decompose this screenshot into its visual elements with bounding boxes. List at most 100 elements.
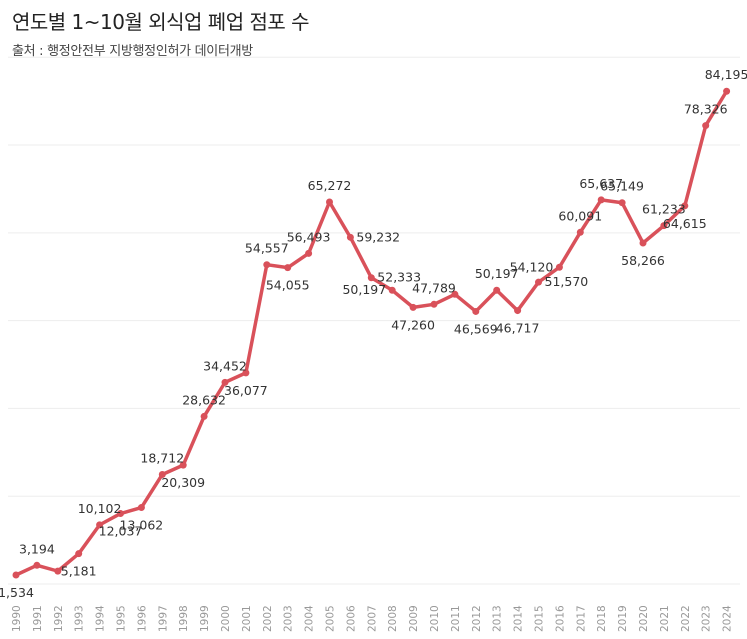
data-label: 1,534 — [0, 585, 34, 600]
x-tick-label: 1996 — [136, 605, 148, 632]
points-group — [12, 87, 731, 579]
data-point — [618, 199, 626, 207]
x-tick-label: 2012 — [471, 605, 483, 632]
data-point — [535, 278, 542, 286]
data-point — [681, 202, 689, 210]
data-label: 65,637 — [579, 176, 623, 191]
x-tick-label: 2005 — [325, 605, 337, 632]
data-point — [137, 504, 145, 512]
chart-title: 연도별 1~10월 외식업 폐업 점포 수 — [12, 10, 310, 34]
data-label: 54,055 — [266, 278, 310, 293]
data-point — [200, 412, 208, 420]
data-label: 84,195 — [705, 67, 747, 82]
data-label: 56,493 — [287, 229, 331, 244]
x-tick-label: 2003 — [283, 605, 295, 632]
data-label: 36,077 — [224, 383, 268, 398]
data-label: 12,037 — [99, 524, 143, 539]
data-label: 18,712 — [140, 450, 184, 465]
data-label: 50,197 — [475, 266, 519, 281]
x-tick-label: 2001 — [241, 605, 253, 632]
x-tick-label: 2011 — [450, 605, 462, 632]
data-label: 52,333 — [377, 270, 421, 285]
x-tick-label: 2017 — [575, 605, 587, 632]
data-point — [326, 198, 333, 206]
ticks-group: 1990 1991 1992 1993 1994 1995 1996 1997 1998 1999… — [11, 605, 734, 632]
x-tick-label: 2022 — [680, 605, 692, 632]
x-tick-label: 2021 — [659, 605, 671, 632]
data-label: 61,233 — [642, 202, 686, 217]
x-tick-label: 1991 — [32, 605, 44, 632]
data-label: 51,570 — [545, 274, 589, 289]
data-point — [96, 521, 104, 529]
data-label: 5,181 — [61, 564, 97, 579]
data-point — [367, 274, 375, 282]
data-label: 34,452 — [203, 358, 247, 373]
x-tick-label: 1990 — [11, 605, 23, 632]
x-tick-label: 2024 — [722, 605, 734, 632]
data-label: 28,632 — [182, 392, 226, 407]
data-point — [702, 122, 710, 130]
data-label: 10,102 — [78, 501, 122, 516]
data-point — [75, 550, 83, 558]
data-point — [723, 87, 731, 95]
x-tick-label: 2020 — [638, 605, 650, 632]
data-label: 54,120 — [510, 259, 554, 274]
data-point — [430, 300, 438, 308]
x-tick-label: 2016 — [554, 605, 566, 632]
data-label: 64,615 — [663, 216, 707, 231]
x-tick-label: 2009 — [408, 605, 420, 632]
data-label: 3,194 — [19, 541, 55, 556]
x-tick-label: 2010 — [429, 605, 441, 632]
x-tick-label: 2019 — [617, 605, 629, 632]
data-point — [346, 233, 354, 241]
data-label: 46,569 — [454, 321, 498, 336]
data-point — [514, 307, 522, 315]
data-point — [117, 510, 124, 518]
data-point — [158, 470, 166, 478]
x-tick-label: 2007 — [366, 605, 378, 632]
x-tick-label: 2023 — [701, 605, 713, 632]
data-point — [221, 378, 229, 386]
data-label: 47,260 — [391, 317, 435, 332]
data-point — [179, 461, 187, 469]
data-point — [660, 222, 668, 230]
data-point — [451, 290, 459, 298]
data-point — [597, 196, 605, 204]
chart-subtitle: 출처 : 행정안전부 지방행정인허가 데이터개방 — [12, 44, 253, 59]
x-tick-label: 2000 — [220, 605, 232, 632]
data-label: 20,309 — [161, 475, 205, 490]
x-tick-label: 1998 — [178, 605, 190, 632]
data-point — [305, 249, 313, 257]
grid-lines — [8, 56, 740, 585]
data-label: 58,266 — [621, 253, 665, 268]
data-label: 47,789 — [412, 280, 456, 295]
data-label: 78,326 — [684, 102, 728, 117]
series-line — [14, 89, 729, 577]
x-tick-label: 2002 — [262, 605, 274, 632]
data-point — [388, 286, 396, 294]
data-label: 60,091 — [558, 208, 602, 223]
data-point — [284, 264, 292, 272]
data-label: 65,272 — [308, 178, 352, 193]
x-tick-label: 1992 — [53, 605, 65, 632]
data-label: 13,062 — [120, 518, 164, 533]
data-point — [576, 228, 584, 236]
x-tick-label: 2018 — [596, 605, 608, 632]
data-point — [12, 571, 20, 579]
x-tick-label: 2008 — [387, 605, 399, 632]
data-label: 50,197 — [342, 282, 386, 297]
data-point — [33, 561, 41, 569]
x-tick-label: 2015 — [534, 605, 546, 632]
x-tick-label: 2006 — [345, 605, 357, 632]
data-point — [555, 263, 563, 271]
x-tick-label: 1997 — [157, 605, 169, 632]
data-label: 59,232 — [356, 229, 400, 244]
x-tick-label: 1995 — [116, 605, 128, 632]
data-point — [472, 307, 480, 315]
x-tick-label: 2004 — [304, 605, 316, 632]
x-tick-label: 2013 — [492, 605, 504, 632]
data-label: 54,557 — [245, 241, 289, 256]
x-tick-label: 2014 — [513, 605, 525, 632]
